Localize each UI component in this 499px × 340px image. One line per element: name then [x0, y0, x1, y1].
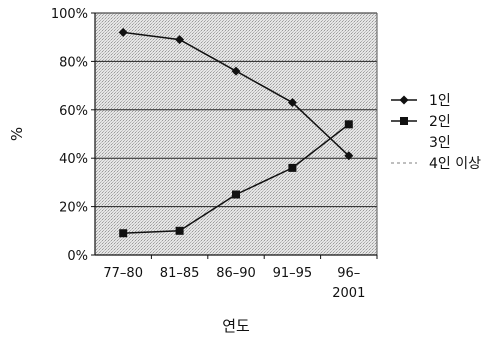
x-axis-title: 연도: [222, 317, 250, 335]
y-axis-title: %: [8, 127, 26, 141]
x-tick-label: 77–80: [103, 266, 143, 281]
legend-label: 1인: [429, 93, 451, 109]
y-tick-label: 80%: [59, 55, 88, 70]
y-tick-label: 20%: [59, 201, 88, 216]
x-tick-label: 86–90: [216, 266, 256, 281]
series-2-point: [344, 120, 353, 129]
y-tick-labels: 0% 20% 40% 60% 80% 100%: [51, 7, 95, 264]
series-2-point: [288, 163, 297, 172]
series-2-point: [119, 229, 128, 238]
legend-label: 3인: [429, 135, 451, 151]
x-tick-label: 96–: [337, 266, 360, 281]
legend-marker: [399, 95, 409, 105]
series-1-point: [231, 66, 241, 76]
series-1-point: [175, 35, 185, 45]
series-1-point: [344, 151, 354, 161]
series-2-point: [175, 226, 184, 235]
series-group: [118, 27, 354, 238]
x-tick-label: 81–85: [160, 266, 200, 281]
x-tick-labels: 77–80 81–85 86–90 91–95 96– 2001: [103, 255, 378, 301]
gridlines: [95, 12, 378, 255]
legend-marker: [400, 117, 408, 125]
series-1-point: [118, 27, 128, 37]
y-tick-label: 60%: [59, 104, 88, 119]
x-tick-label-line2: 2001: [332, 286, 365, 301]
plot-area: [95, 13, 377, 255]
legend-label: 4인 이상: [429, 156, 481, 172]
series-2-point: [232, 190, 240, 199]
x-tick-label: 91–95: [273, 266, 313, 281]
y-tick-label: 0%: [67, 249, 88, 264]
y-tick-label: 40%: [59, 152, 88, 167]
y-tick-label: 100%: [51, 7, 88, 22]
legend: 1인 2인 3인 4인 이상: [391, 93, 481, 172]
legend-label: 2인: [429, 114, 451, 130]
series-1-point: [287, 98, 297, 108]
